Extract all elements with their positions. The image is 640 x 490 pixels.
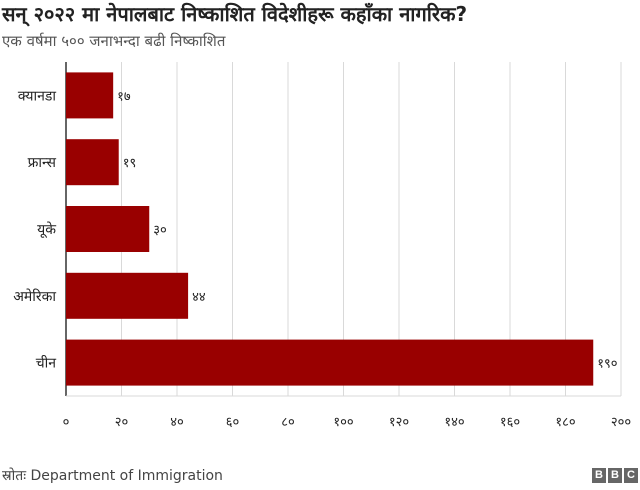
category-label: फ्रान्स — [28, 155, 57, 171]
x-tick-label: २०० — [611, 415, 631, 430]
bar — [66, 339, 594, 386]
data-label: १९ — [123, 156, 137, 171]
data-label: ४४ — [192, 290, 206, 305]
x-tick-label: ६० — [226, 415, 240, 430]
x-tick-label: १०० — [333, 415, 353, 430]
category-label: अमेरिका — [13, 288, 56, 305]
data-label: ३० — [153, 223, 167, 238]
footer: स्रोतः Department of Immigration B B C — [0, 466, 640, 490]
bar — [66, 139, 119, 186]
data-label: १७ — [117, 89, 131, 104]
bar-chart: ० २० ४० ६० ८० १०० १२० १४० १६० १८० २०० क्यानडा १७ फ्रा… — [13, 62, 631, 430]
x-tick-label: ० — [63, 415, 70, 430]
category-label: यूके — [37, 221, 56, 238]
x-tick-label: ४० — [170, 415, 184, 430]
x-tick-label: १८० — [555, 415, 575, 430]
bar — [66, 272, 189, 319]
category-label: क्यानडा — [18, 88, 56, 104]
source-note: स्रोतः Department of Immigration — [2, 468, 223, 484]
chart-title: सन् २०२२ मा नेपालबाट निष्काशित विदेशीहरू… — [2, 2, 468, 26]
x-tick-label: २० — [115, 415, 129, 430]
bar — [66, 72, 114, 119]
bbc-logo-letter: B — [608, 468, 622, 483]
category-label: चीन — [36, 355, 57, 372]
bbc-logo-letter: C — [624, 468, 638, 483]
bar — [66, 206, 150, 252]
x-tick-label: १४० — [444, 415, 464, 430]
bbc-logo-letter: B — [592, 468, 606, 483]
x-tick-label: ८० — [281, 415, 295, 430]
x-tick-label: १६० — [500, 415, 520, 430]
chart-subtitle: एक वर्षमा ५०० जनाभन्दा बढी निष्काशित — [2, 32, 226, 50]
data-label: १९० — [597, 357, 617, 372]
bbc-logo: B B C — [592, 468, 638, 483]
x-tick-label: १२० — [389, 415, 409, 430]
